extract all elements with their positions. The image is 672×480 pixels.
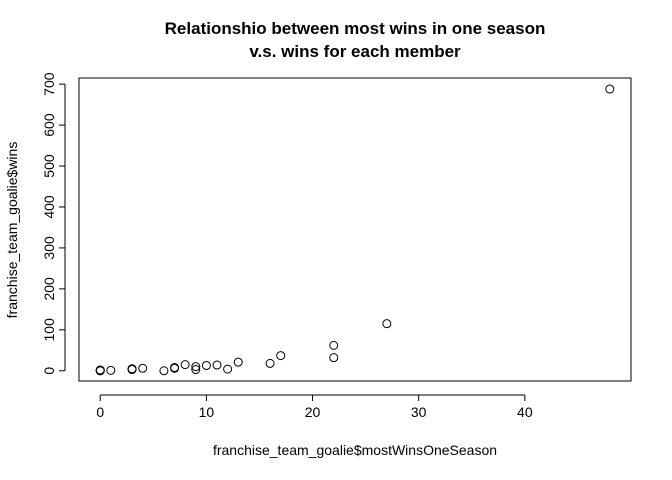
x-tick-label: 0 (96, 404, 104, 420)
data-point (127, 364, 137, 374)
data-point (223, 364, 233, 374)
data-point (138, 363, 148, 373)
y-tick-label: 400 (41, 195, 57, 219)
y-axis-label: franchise_team_goalie$wins (4, 142, 20, 319)
data-points (95, 84, 615, 376)
x-tick-label: 40 (517, 404, 533, 420)
data-point (265, 358, 275, 368)
data-point (106, 365, 116, 375)
chart-title-line-1: Relationshio between most wins in one se… (165, 19, 546, 38)
data-point (233, 357, 243, 367)
data-point (201, 360, 211, 370)
y-tick-label: 600 (41, 113, 57, 137)
data-point (95, 366, 105, 376)
plot-frame (78, 77, 632, 382)
y-tick-label: 300 (41, 236, 57, 260)
data-point (382, 319, 392, 329)
x-tick-label: 30 (411, 404, 427, 420)
data-point (276, 351, 286, 361)
x-tick-label: 10 (199, 404, 215, 420)
data-point (159, 366, 169, 376)
data-point (180, 360, 190, 370)
data-point (605, 84, 615, 94)
x-axis-label: franchise_team_goalie$mostWinsOneSeason (213, 442, 497, 458)
y-tick-label: 100 (41, 318, 57, 342)
y-tick-label: 700 (41, 72, 57, 96)
y-axis: 0 100 200 300 400 500 600 700 (41, 72, 66, 375)
chart-title-line-2: v.s. wins for each member (249, 42, 461, 61)
data-point (170, 363, 180, 373)
y-tick-label: 0 (41, 367, 57, 375)
data-point (329, 353, 339, 363)
data-point (191, 362, 201, 372)
data-point (191, 365, 201, 375)
y-tick-label: 500 (41, 154, 57, 178)
data-point (212, 360, 222, 370)
data-point (329, 340, 339, 350)
x-tick-label: 20 (305, 404, 321, 420)
y-tick-label: 200 (41, 277, 57, 301)
x-axis: 0 10 20 30 40 (96, 394, 533, 420)
